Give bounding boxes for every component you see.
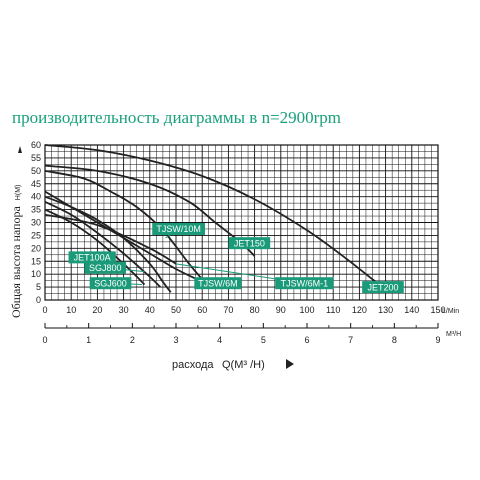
y-axis-arrow-icon <box>18 146 22 153</box>
x-unit-m3h: M³/H <box>446 331 461 338</box>
y-tick-label: 55 <box>31 153 41 163</box>
chart-grid <box>44 144 439 301</box>
x-tick-label-m3h: 6 <box>304 335 309 345</box>
x-tick-label-m3h: 0 <box>42 335 47 345</box>
curve-tjsw-6m <box>44 190 198 281</box>
label-text: TJSW/6M <box>198 278 238 288</box>
x-tick-label-lmin: 140 <box>404 305 419 315</box>
label-text: JET200 <box>367 282 398 292</box>
y-tick-labels: 0 5 10 15 20 25 30 35 40 45 50 55 60 <box>31 140 41 305</box>
curve-label-sgj800: SGJ800 <box>84 261 127 274</box>
x-tick-label-lmin: 40 <box>145 305 155 315</box>
y-tick-label: 5 <box>36 282 41 292</box>
y-axis-title-text: Общая высота напора <box>9 206 23 318</box>
x-tick-label-m3h: 3 <box>173 335 178 345</box>
x-tick-label-lmin: 120 <box>352 305 367 315</box>
label-background <box>68 251 116 264</box>
x-tick-label-m3h: 1 <box>86 335 91 345</box>
label-text: TJSW/6M-1 <box>281 278 329 288</box>
x-tick-label-lmin: 150 <box>430 305 445 315</box>
label-background <box>152 222 206 235</box>
y-tick-label: 45 <box>31 179 41 189</box>
y-tick-label: 25 <box>31 230 41 240</box>
y-tick-label: 20 <box>31 243 41 253</box>
y-tick-label: 50 <box>31 166 41 176</box>
label-background <box>194 277 242 290</box>
x-tick-label-m3h: 9 <box>435 335 440 345</box>
x-tick-label-m3h: 8 <box>392 335 397 345</box>
curve-label-jet150: JET150 <box>228 237 271 250</box>
label-background <box>362 281 404 294</box>
y-tick-label: 35 <box>31 205 41 215</box>
label-text: SGJ600 <box>94 278 127 288</box>
y-axis-unit: H(M) <box>15 185 22 201</box>
y-tick-label: 60 <box>31 140 41 150</box>
curve-label-tjsw-10m: TJSW/10M <box>152 222 206 235</box>
curve-label-sgj600: SGJ600 <box>89 277 132 290</box>
x-tick-label-m3h: 7 <box>348 335 353 345</box>
y-tick-label: 10 <box>31 269 41 279</box>
x-tick-label-lmin: 60 <box>197 305 207 315</box>
plot-frame <box>44 144 439 301</box>
x-tick-label-lmin: 110 <box>326 305 340 315</box>
x-tick-label-lmin: 30 <box>119 305 129 315</box>
label-background <box>275 277 334 290</box>
label-text: SGJ800 <box>89 263 122 273</box>
x-tick-label-lmin: 90 <box>276 305 286 315</box>
x-tick-label-lmin: 50 <box>171 305 181 315</box>
chart-title: производительность диаграммы в n=2900rpm <box>12 108 342 127</box>
y-tick-label: 15 <box>31 256 41 266</box>
label-text: TJSW/10M <box>156 224 201 234</box>
x-tick-label-m3h: 5 <box>261 335 266 345</box>
label-background <box>89 277 132 290</box>
curve-label-tjsw-6m: TJSW/6M <box>194 277 242 290</box>
x-axis-arrow-icon <box>286 359 294 369</box>
x-tick-label-lmin: 130 <box>378 305 393 315</box>
label-background <box>84 261 127 274</box>
x-tick-labels-m3h: 0 1 2 3 4 5 6 7 8 9 <box>42 323 441 345</box>
x-tick-labels-lmin: 0 10 20 30 40 50 60 70 80 90 100 110 120 130 140 150 <box>42 305 445 315</box>
y-tick-label: 30 <box>31 218 41 228</box>
x-unit-lmin: L/Min <box>442 308 459 315</box>
x-tick-label-lmin: 10 <box>66 305 76 315</box>
x-tick-label-lmin: 100 <box>299 305 314 315</box>
x-tick-label-lmin: 0 <box>42 305 47 315</box>
y-axis-title: Общая высота напора H(M) <box>9 185 23 318</box>
curve-tjsw-10m <box>44 169 203 280</box>
x-tick-label-lmin: 20 <box>92 305 102 315</box>
x-tick-label-m3h: 2 <box>130 335 135 345</box>
label-text: JET100A <box>74 253 111 263</box>
curve-label-tjsw-6m-1: TJSW/6M-1 <box>275 277 334 290</box>
y-tick-label: 40 <box>31 192 41 202</box>
curve-jet200 <box>44 144 381 286</box>
label-text: JET150 <box>234 238 265 248</box>
y-tick-label: 0 <box>36 295 41 305</box>
x-tick-label-m3h: 4 <box>217 335 222 345</box>
curve-label-jet200: JET200 <box>362 281 404 294</box>
curve-sgj800 <box>44 201 161 288</box>
curve-label-jet100a: JET100A <box>68 251 116 264</box>
x-tick-label-lmin: 70 <box>223 305 233 315</box>
x-tick-label-lmin: 80 <box>250 305 260 315</box>
curve-tjsw-6m-1 <box>44 213 177 265</box>
x-axis-unit: Q(M³ /H) <box>222 359 265 371</box>
x-axis-title: расхода <box>172 359 214 371</box>
label-background <box>228 237 271 250</box>
